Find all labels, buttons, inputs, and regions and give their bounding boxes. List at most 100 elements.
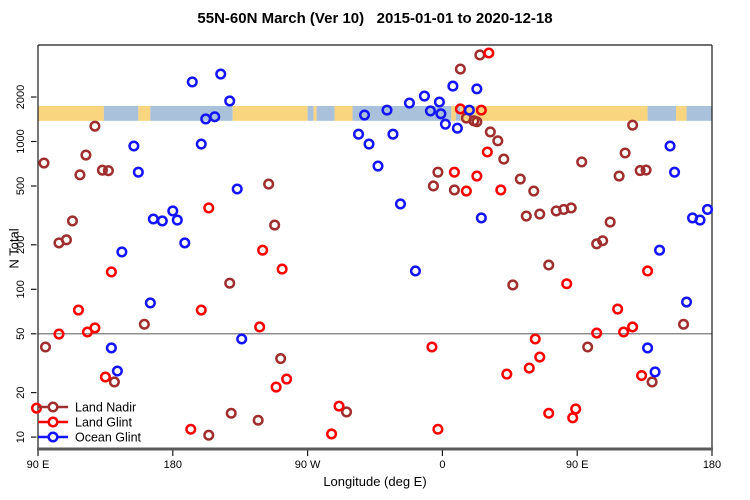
data-point-land-nadir	[582, 341, 594, 353]
data-point-ocean-glint	[701, 203, 714, 215]
data-point-land-nadir	[138, 318, 150, 330]
data-point-land-glint	[326, 428, 338, 440]
data-point-land-glint	[483, 47, 495, 59]
data-point-ocean-glint	[451, 122, 463, 134]
data-point-land-nadir	[474, 49, 486, 61]
data-point-land-nadir	[613, 170, 625, 182]
data-point-ocean-glint	[215, 68, 227, 80]
data-point-land-glint	[567, 412, 579, 424]
data-point-ocean-glint	[680, 296, 693, 308]
data-point-ocean-glint	[669, 166, 681, 178]
data-point-land-glint	[257, 244, 269, 256]
legend-item-label: Land Nadir	[75, 401, 136, 415]
data-point-ocean-glint	[132, 166, 144, 178]
y-tick-label: 200	[15, 236, 27, 254]
data-point-land-nadir	[534, 208, 546, 220]
data-point-land-nadir	[528, 185, 540, 197]
data-point-land-glint	[642, 265, 654, 277]
data-point-ocean-glint	[475, 212, 487, 224]
data-point-ocean-glint	[381, 104, 393, 116]
data-point-land-glint	[203, 202, 215, 214]
data-point-land-nadir	[80, 149, 92, 161]
legend-marker	[47, 416, 59, 428]
data-point-land-glint	[561, 278, 573, 290]
data-point-ocean-glint	[433, 96, 445, 108]
y-axis-label: N Total	[6, 228, 22, 269]
data-point-land-glint	[185, 423, 197, 435]
map-band-segment-ocean	[647, 105, 677, 121]
data-point-ocean-glint	[179, 237, 191, 249]
data-point-land-glint	[627, 321, 639, 333]
data-point-ocean-glint	[171, 214, 183, 226]
data-point-ocean-glint	[116, 246, 128, 258]
data-point-ocean-glint	[642, 342, 654, 354]
data-point-ocean-glint	[372, 160, 384, 172]
data-point-land-nadir	[275, 352, 287, 365]
data-point-ocean-glint	[403, 97, 415, 109]
data-point-land-nadir	[427, 180, 439, 192]
data-point-land-nadir	[634, 164, 646, 177]
data-point-land-glint	[254, 321, 266, 333]
data-point-land-glint	[195, 304, 207, 316]
data-point-land-nadir	[39, 341, 52, 353]
data-point-land-glint	[481, 146, 493, 158]
map-band-segment-land	[232, 105, 308, 121]
data-point-ocean-glint	[447, 80, 459, 92]
data-point-ocean-glint	[224, 95, 236, 107]
map-band-segment-ocean	[316, 105, 335, 121]
data-point-land-nadir	[269, 219, 281, 231]
data-point-land-glint	[89, 322, 101, 334]
data-point-land-nadir	[224, 277, 236, 289]
legend-item-label: Land Glint	[75, 416, 133, 430]
x-tick-label: 90 E	[27, 459, 50, 471]
data-point-land-nadir	[498, 153, 510, 165]
data-point-ocean-glint	[105, 342, 117, 354]
data-point-land-glint	[534, 351, 546, 363]
data-point-land-nadir	[252, 414, 264, 426]
data-point-ocean-glint	[209, 111, 221, 123]
data-point-ocean-glint	[352, 128, 365, 140]
y-tick-label: 2000	[15, 85, 27, 109]
data-point-land-glint	[636, 369, 648, 382]
data-point-land-nadir	[492, 135, 504, 147]
data-point-land-glint	[475, 104, 487, 116]
data-point-ocean-glint	[111, 365, 123, 377]
data-point-land-glint	[53, 328, 65, 340]
y-tick-label: 10	[15, 431, 27, 443]
data-point-land-glint	[105, 266, 117, 278]
data-point-land-glint	[495, 184, 507, 196]
data-point-land-nadir	[514, 173, 526, 185]
data-point-land-nadir	[565, 202, 577, 214]
data-point-land-nadir	[468, 115, 480, 127]
data-point-ocean-glint	[195, 138, 207, 150]
x-tick-label: 90 E	[566, 459, 589, 471]
data-point-ocean-glint	[231, 183, 243, 195]
data-point-land-nadir	[38, 157, 50, 169]
data-point-land-nadir	[89, 120, 101, 132]
data-point-land-glint	[333, 400, 345, 412]
data-point-ocean-glint	[418, 90, 430, 102]
data-point-land-glint	[543, 407, 555, 419]
data-point-land-glint	[618, 326, 630, 338]
data-point-land-glint	[501, 368, 513, 380]
data-point-ocean-glint	[156, 215, 168, 227]
data-point-ocean-glint	[463, 104, 475, 116]
data-point-land-nadir	[432, 166, 444, 178]
map-band-segment-ocean	[150, 105, 233, 121]
map-band-segment-land	[138, 105, 151, 121]
data-point-ocean-glint	[387, 128, 399, 140]
map-band-segment-land	[334, 105, 353, 121]
data-point-land-nadir	[454, 63, 466, 75]
y-tick-label: 20	[15, 386, 27, 398]
data-point-ocean-glint	[439, 118, 451, 130]
x-tick-label: 0	[439, 459, 445, 471]
data-point-ocean-glint	[394, 198, 407, 210]
data-point-land-glint	[72, 304, 84, 316]
data-point-ocean-glint	[409, 265, 421, 277]
data-point-land-glint	[276, 263, 288, 275]
map-band-segment-ocean	[686, 105, 712, 121]
data-point-ocean-glint	[363, 138, 375, 150]
data-point-land-nadir	[619, 147, 631, 159]
data-point-land-nadir	[543, 259, 555, 271]
